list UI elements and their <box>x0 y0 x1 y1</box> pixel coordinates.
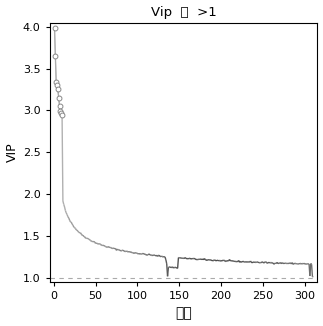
Title: Vip  値  >1: Vip 値 >1 <box>151 6 216 19</box>
Y-axis label: VIP: VIP <box>5 142 18 162</box>
X-axis label: 指数: 指数 <box>175 306 192 320</box>
